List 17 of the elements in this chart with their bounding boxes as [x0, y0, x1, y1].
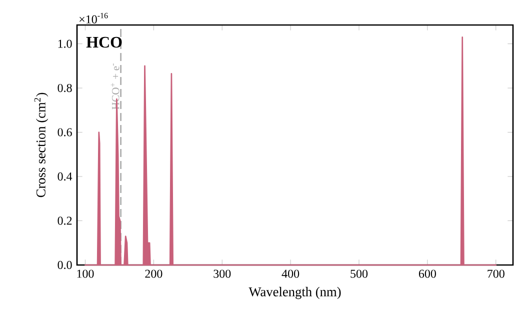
y-axis-title: Cross section (cm$^{2}$) — [34, 92, 48, 198]
y-tick-label: 1.0 — [58, 40, 72, 48]
y-tick-label: 0.2 — [58, 216, 72, 225]
x-tick-label: 200 — [145, 270, 162, 278]
text: ×10$^{-16}$ — [80, 12, 108, 24]
x-tick-label: 500 — [350, 270, 368, 278]
x-tick-label: 400 — [282, 270, 300, 278]
x-tick-label: 300 — [214, 270, 231, 278]
text: HCO — [86, 36, 122, 48]
x-axis-title: Wavelength (nm) — [248, 286, 341, 300]
y-tick-label: 0.8 — [58, 84, 72, 92]
y-tick-label: 0.0 — [58, 260, 72, 270]
x-tick-label: 600 — [418, 270, 436, 278]
y-tick-label: 0.4 — [58, 172, 72, 181]
y-tick-label: 0.6 — [58, 128, 72, 136]
x-tick-label: 700 — [488, 270, 504, 278]
x-tick-label: 100 — [77, 270, 94, 278]
